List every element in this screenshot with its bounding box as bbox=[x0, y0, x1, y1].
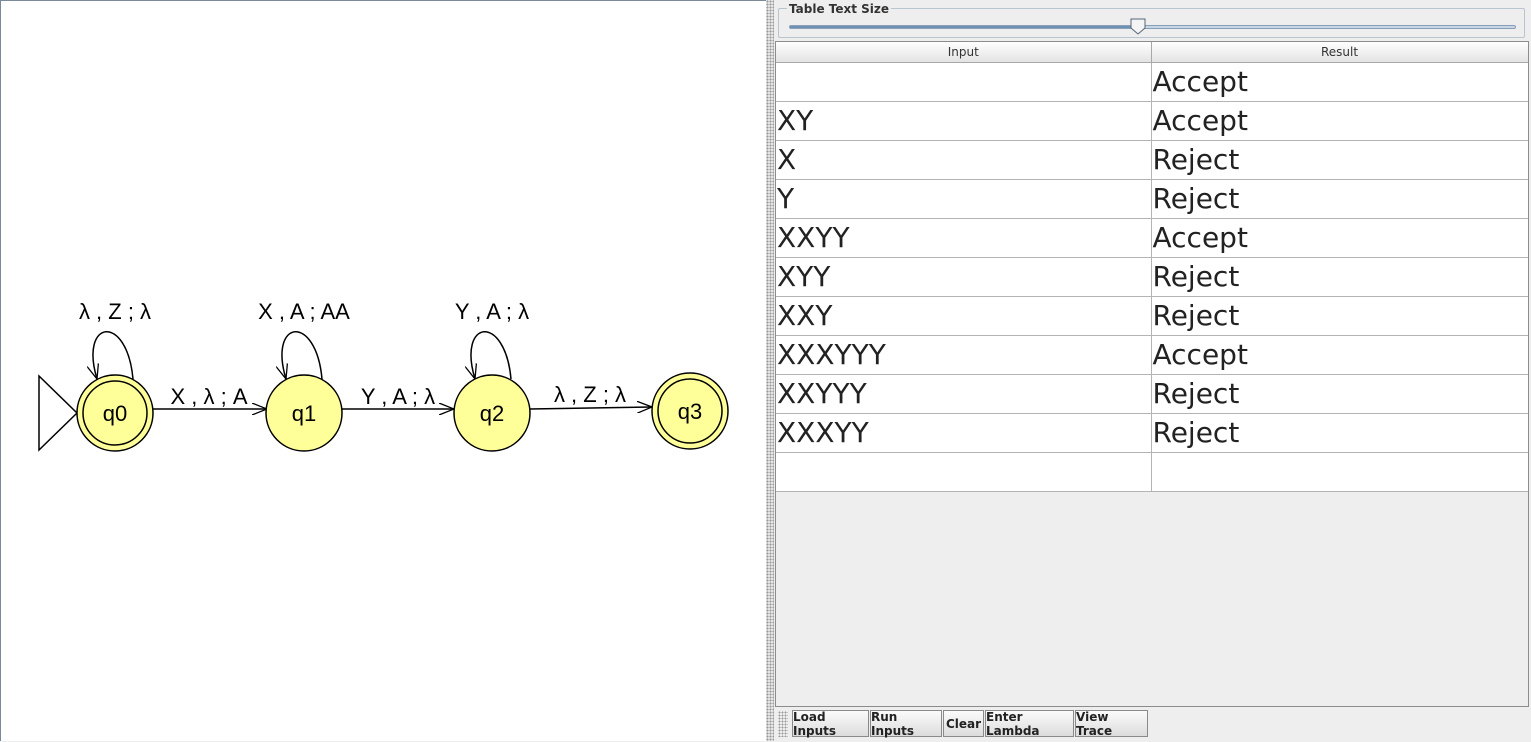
toolbar-grip[interactable] bbox=[778, 711, 788, 737]
split-pane-divider[interactable] bbox=[766, 0, 774, 741]
result-cell: Accept bbox=[1151, 101, 1528, 141]
table-row[interactable]: Accept bbox=[776, 62, 1528, 102]
state-label-q0: q0 bbox=[103, 401, 127, 426]
run-inputs-button[interactable]: Run Inputs bbox=[870, 710, 942, 738]
input-cell[interactable]: XXY bbox=[776, 296, 1152, 336]
input-cell[interactable]: XXXYYY bbox=[776, 335, 1152, 375]
state-q1[interactable]: q1 bbox=[265, 374, 343, 452]
self-loop-q2[interactable] bbox=[471, 331, 512, 379]
results-table: Input Result Accept XY Accept X Reject Y Rejec… bbox=[776, 42, 1528, 492]
transition-q2-q3[interactable] bbox=[529, 407, 652, 409]
state-label-q3: q3 bbox=[678, 399, 702, 424]
automaton-diagram: q0 q1 q2 q3 λ , Z ; λ X , λ ; A X , A ; … bbox=[38, 299, 729, 452]
table-row[interactable] bbox=[776, 452, 1528, 492]
result-cell: Accept bbox=[1151, 335, 1528, 375]
column-header-input[interactable]: Input bbox=[776, 42, 1152, 63]
input-cell[interactable]: XXYY bbox=[776, 218, 1152, 258]
enter-lambda-button[interactable]: Enter Lambda bbox=[985, 710, 1074, 738]
initial-state-marker bbox=[38, 374, 79, 452]
state-label-q1: q1 bbox=[292, 401, 316, 426]
transition-label-q2-q3: λ , Z ; λ bbox=[554, 382, 626, 407]
table-row[interactable]: XXXYY Reject bbox=[776, 413, 1528, 453]
state-label-q2: q2 bbox=[480, 401, 504, 426]
self-loop-q0[interactable] bbox=[93, 331, 134, 379]
clear-button[interactable]: Clear bbox=[943, 710, 984, 737]
results-table-viewport: Input Result Accept XY Accept X Reject Y Rejec… bbox=[775, 41, 1529, 707]
input-cell[interactable]: XYY bbox=[776, 257, 1152, 297]
load-inputs-button[interactable]: Load Inputs bbox=[792, 710, 869, 738]
view-trace-button[interactable]: View Trace bbox=[1075, 710, 1148, 738]
table-header-row: Input Result bbox=[776, 42, 1528, 63]
text-size-group: Table Text Size bbox=[778, 2, 1525, 38]
result-cell: Accept bbox=[1151, 218, 1528, 258]
input-cell[interactable]: XY bbox=[776, 101, 1152, 141]
table-body: Accept XY Accept X Reject Y Reject XXYY Accept XY… bbox=[776, 62, 1528, 492]
table-row[interactable]: XXXYYY Accept bbox=[776, 335, 1528, 375]
result-cell bbox=[1151, 452, 1528, 492]
input-cell[interactable]: XXXYY bbox=[776, 413, 1152, 453]
transition-label-q1-q1: X , A ; AA bbox=[258, 299, 350, 324]
input-cell[interactable]: Y bbox=[776, 179, 1152, 219]
automaton-canvas[interactable]: q0 q1 q2 q3 λ , Z ; λ X , λ ; A X , A ; … bbox=[0, 0, 766, 741]
transition-label-q0-q0: λ , Z ; λ bbox=[79, 299, 151, 324]
table-row[interactable]: XYY Reject bbox=[776, 257, 1528, 297]
input-cell[interactable]: X bbox=[776, 140, 1152, 180]
result-cell: Reject bbox=[1151, 140, 1528, 180]
slider-fill bbox=[790, 26, 1138, 28]
table-row[interactable]: XY Accept bbox=[776, 101, 1528, 141]
table-row[interactable]: XXYY Accept bbox=[776, 218, 1528, 258]
result-cell: Reject bbox=[1151, 296, 1528, 336]
input-cell[interactable] bbox=[776, 62, 1152, 102]
result-cell: Reject bbox=[1151, 413, 1528, 453]
transition-label-q2-q2: Y , A ; λ bbox=[455, 299, 529, 324]
column-header-result[interactable]: Result bbox=[1151, 42, 1528, 63]
input-panel: Table Text Size Input Result Accept XY Acc… bbox=[774, 0, 1531, 741]
state-q3[interactable]: q3 bbox=[651, 372, 729, 450]
table-row[interactable]: X Reject bbox=[776, 140, 1528, 180]
transition-label-q0-q1: X , λ ; A bbox=[170, 384, 247, 409]
self-loop-q1[interactable] bbox=[282, 331, 323, 379]
input-cell[interactable] bbox=[776, 452, 1152, 492]
result-cell: Reject bbox=[1151, 179, 1528, 219]
text-size-label: Table Text Size bbox=[787, 2, 892, 16]
table-row[interactable]: XXY Reject bbox=[776, 296, 1528, 336]
result-cell: Reject bbox=[1151, 374, 1528, 414]
table-row[interactable]: Y Reject bbox=[776, 179, 1528, 219]
table-row[interactable]: XXYYY Reject bbox=[776, 374, 1528, 414]
button-toolbar: Load Inputs Run Inputs Clear Enter Lambd… bbox=[776, 709, 1529, 739]
text-size-slider[interactable] bbox=[789, 25, 1516, 29]
result-cell: Reject bbox=[1151, 257, 1528, 297]
result-cell: Accept bbox=[1151, 62, 1528, 102]
state-q2[interactable]: q2 bbox=[453, 374, 531, 452]
slider-thumb[interactable] bbox=[1130, 18, 1146, 35]
input-cell[interactable]: XXYYY bbox=[776, 374, 1152, 414]
state-q0[interactable]: q0 bbox=[76, 374, 154, 452]
transition-label-q1-q2: Y , A ; λ bbox=[361, 384, 435, 409]
